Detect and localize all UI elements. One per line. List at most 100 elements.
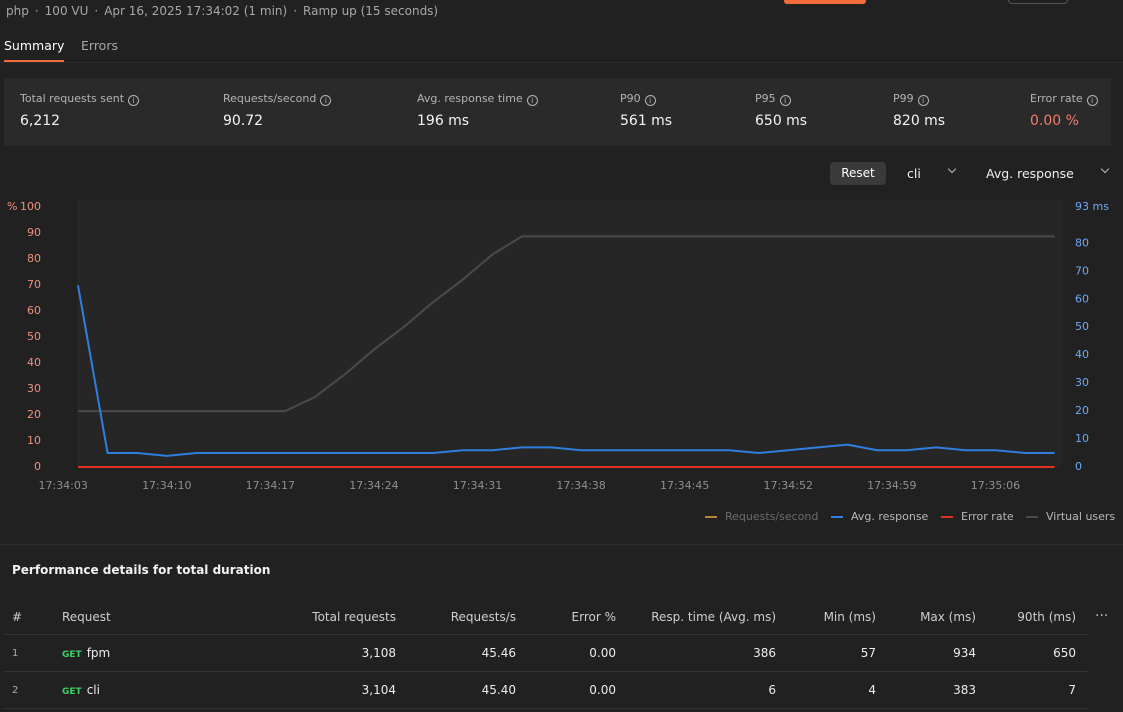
y2-tick-label: 40 xyxy=(1075,348,1089,361)
x-tick-label: 17:34:45 xyxy=(660,479,709,492)
collection: php xyxy=(6,4,29,18)
y-tick-label: 20 xyxy=(27,408,41,421)
row-divider xyxy=(4,708,1089,709)
x-tick-label: 17:34:59 xyxy=(867,479,916,492)
info-icon[interactable]: i xyxy=(779,95,791,106)
request-cell: GET fpm xyxy=(62,646,110,660)
request-cell: GET cli xyxy=(62,683,100,697)
reset-button[interactable]: Reset xyxy=(830,162,886,185)
column-header: Request xyxy=(62,610,111,624)
y2-tick-label: 70 xyxy=(1075,264,1089,277)
column-header: Total requests xyxy=(312,610,396,624)
stat-label: Avg. response time i xyxy=(417,92,538,106)
cell: 6 xyxy=(768,683,776,697)
y2-tick-label: 80 xyxy=(1075,236,1089,249)
stats-panel xyxy=(4,78,1111,146)
method: GET xyxy=(62,687,82,697)
info-icon[interactable]: i xyxy=(128,95,140,106)
run-time: Apr 16, 2025 17:34:02 (1 min) xyxy=(104,4,288,18)
x-tick-label: 17:34:38 xyxy=(556,479,605,492)
row-divider xyxy=(4,634,1089,635)
column-header: # xyxy=(12,610,23,624)
cell: 45.46 xyxy=(481,646,516,660)
column-header: Resp. time (Avg. ms) xyxy=(651,610,776,624)
cell: 45.40 xyxy=(481,683,516,697)
y-tick-label: 40 xyxy=(27,356,41,369)
column-header: Min (ms) xyxy=(823,610,876,624)
y-tick-label: 80 xyxy=(27,252,41,265)
plot-area xyxy=(77,200,1062,467)
series-line xyxy=(77,285,1055,457)
chart: 0 10 20 30 40 50 60 70 80 90 100% 0 10 20 30 40 50 60 70 80… xyxy=(7,200,1115,523)
stat-label: P90 i xyxy=(620,92,656,106)
y-axis-label: % xyxy=(7,200,17,213)
stat-value: 650 ms xyxy=(755,113,808,129)
tab[interactable]: Errors xyxy=(81,38,118,53)
stat-value: 561 ms xyxy=(620,113,673,129)
x-tick-label: 17:34:52 xyxy=(764,479,813,492)
y2-tick-label: 93 ms xyxy=(1075,200,1109,213)
legend-label: Error rate xyxy=(961,510,1014,523)
method: GET xyxy=(62,650,82,660)
column-header: Requests/s xyxy=(450,610,516,624)
stat-value: 196 ms xyxy=(417,113,470,129)
info-icon[interactable]: i xyxy=(644,95,656,106)
column-header: Max (ms) xyxy=(920,610,976,624)
x-tick-label: 17:34:03 xyxy=(38,479,87,492)
stat-label: P99 i xyxy=(893,92,929,106)
run-button[interactable] xyxy=(784,0,866,4)
y-tick-label: 10 xyxy=(27,434,41,447)
y-tick-label: 90 xyxy=(27,226,41,239)
table-title: Performance details for total duration xyxy=(12,563,271,577)
y2-tick-label: 0 xyxy=(1075,460,1082,473)
row-index: 2 xyxy=(12,685,19,696)
metric: Avg. response xyxy=(986,166,1074,181)
info-icon[interactable]: i xyxy=(526,95,538,106)
request-name[interactable]: cli xyxy=(86,683,100,697)
cell: 4 xyxy=(868,683,876,697)
cell: 57 xyxy=(860,646,876,660)
tab[interactable]: Summary xyxy=(4,38,65,62)
menu-button[interactable] xyxy=(1008,0,1068,4)
y-tick-label: 100 xyxy=(20,200,41,213)
stat-value: 0.00 % xyxy=(1030,113,1079,129)
cell: 7 xyxy=(1068,683,1076,697)
info-icon[interactable]: i xyxy=(917,95,929,106)
metric-select[interactable]: Avg. response xyxy=(986,166,1102,181)
more-button[interactable]: ··· xyxy=(1095,608,1109,624)
cell: 934 xyxy=(953,646,976,660)
info-icon[interactable]: i xyxy=(320,95,332,106)
stat-value: 820 ms xyxy=(893,113,946,129)
y2-tick-label: 60 xyxy=(1075,292,1089,305)
legend-label: Requests/second xyxy=(725,510,818,523)
legend-label: Avg. response xyxy=(851,510,929,523)
cell: 383 xyxy=(953,683,976,697)
stat-value: 90.72 xyxy=(223,113,264,129)
ramp: Ramp up (15 seconds) xyxy=(303,4,439,18)
y-tick-label: 30 xyxy=(27,382,41,395)
y2-tick-label: 10 xyxy=(1075,432,1089,445)
run-header: php · 100 VU · Apr 16, 2025 17:34:02 (1 min)… xyxy=(6,4,439,18)
column-header: 90th (ms) xyxy=(1017,610,1076,624)
y-tick-label: 60 xyxy=(27,304,41,317)
x-tick-label: 17:34:17 xyxy=(246,479,295,492)
y2-tick-label: 50 xyxy=(1075,320,1089,333)
cell: 650 xyxy=(1053,646,1076,660)
divider xyxy=(0,544,1123,545)
request-select[interactable]: cli xyxy=(907,166,949,181)
request-name[interactable]: fpm xyxy=(86,646,111,660)
cell: 0.00 xyxy=(589,683,616,697)
vu: 100 VU xyxy=(44,4,89,18)
y-tick-label: 0 xyxy=(34,460,41,473)
y2-tick-label: 30 xyxy=(1075,376,1089,389)
row-index: 1 xyxy=(12,648,19,659)
cell: 386 xyxy=(753,646,776,660)
stat-label: Error rate i xyxy=(1030,92,1098,106)
column-header: Error % xyxy=(571,610,616,624)
series-line xyxy=(77,235,1055,413)
request: cli xyxy=(907,166,921,181)
row-divider xyxy=(4,671,1089,672)
info-icon[interactable]: i xyxy=(1086,95,1098,106)
y-tick-label: 50 xyxy=(27,330,41,343)
